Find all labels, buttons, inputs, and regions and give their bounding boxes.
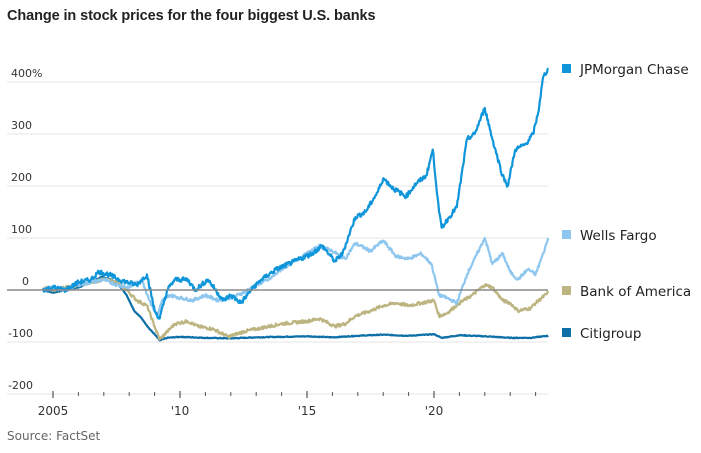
x-tick-label: '20 [425,404,444,418]
x-tick-label: 2005 [38,404,69,418]
legend-swatch [562,328,571,337]
x-tick-label: '15 [298,404,317,418]
y-tick-label: -100 [8,327,33,340]
series-line-citigroup [42,275,549,342]
series-line-jpmorgan-chase [41,67,549,320]
legend-swatch [562,64,571,73]
legend-label: Wells Fargo [580,228,657,244]
legend-swatch [562,286,571,295]
gridlines [7,81,548,395]
x-axis: 2005 '10 '15 '20 [38,391,537,418]
series-line-bank-of-america [42,277,550,341]
y-tick-label: 300 [11,119,32,132]
x-tick-label: '10 [171,404,190,418]
y-tick-label: 100 [11,223,32,236]
legend-swatch [562,230,571,239]
legend-label: Bank of America [580,284,691,300]
legend-label: Citigroup [580,326,641,342]
legend-label: JPMorgan Chase [579,62,689,78]
chart-title: Change in stock prices for the four bigg… [7,8,376,24]
y-tick-label: 400% [11,67,42,80]
y-tick-label: 200 [11,171,32,184]
legend: Citigroup Bank of America Wells Fargo JPMor… [562,62,691,342]
series-line-wells-fargo [41,236,550,318]
series-lines [41,67,550,342]
y-tick-label: 0 [22,275,29,288]
y-tick-label: -200 [8,379,33,392]
y-axis-labels: 400% 300 200 100 0 -100 -200 [8,67,42,392]
source-note: Source: FactSet [7,429,101,443]
